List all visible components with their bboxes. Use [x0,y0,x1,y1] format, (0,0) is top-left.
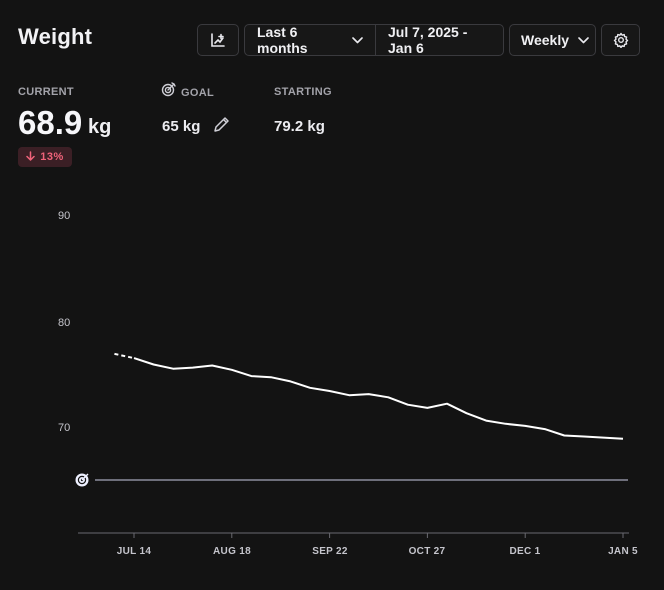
range-label: Last 6 months [257,24,308,56]
starting-label: STARTING [274,86,332,98]
data-point[interactable] [385,394,391,400]
data-point[interactable] [268,374,274,380]
gear-icon [613,32,629,48]
data-point[interactable] [405,402,411,408]
date-range-text: Jul 7, 2025 - Jan 6 [388,24,468,56]
x-tick-label: AUG 18 [213,546,251,557]
data-point[interactable] [542,426,548,432]
add-entry-button[interactable] [197,24,239,56]
y-tick-label: 90 [58,210,71,222]
chart-add-icon [210,32,226,48]
goal-value: 65 kg [162,118,201,135]
data-point[interactable] [151,362,157,368]
pencil-icon[interactable] [213,116,230,138]
target-icon [161,81,177,102]
data-point[interactable] [307,385,313,391]
series-line [133,357,624,440]
interval-dropdown[interactable]: Weekly [509,24,596,56]
data-point[interactable] [561,433,567,439]
data-point[interactable] [366,391,372,397]
data-point[interactable] [111,351,117,357]
data-point[interactable] [444,401,450,407]
data-point[interactable] [522,423,528,429]
data-point[interactable] [464,410,470,416]
series-line-dashed [114,352,135,360]
current-label: CURRENT [18,86,74,98]
interval-label: Weekly [521,32,569,48]
change-value: 13% [40,151,64,163]
goal-target-icon [75,473,89,487]
chevron-down-icon [578,36,589,44]
date-range-selector[interactable]: Last 6 months Jul 7, 2025 - Jan 6 [244,24,504,56]
goal-label: GOAL [181,87,214,99]
y-tick-label: 80 [58,317,71,329]
range-dropdown[interactable]: Last 6 months [245,24,376,56]
data-point[interactable] [209,363,215,369]
x-tick-label: JUL 14 [116,546,152,557]
change-badge: 13% [18,147,72,167]
chevron-down-icon [352,36,363,44]
starting-value: 79.2 kg [274,118,325,135]
data-point[interactable] [503,421,509,427]
data-point[interactable] [131,355,137,361]
y-tick-label: 70 [58,422,71,434]
data-point[interactable] [248,373,254,379]
current-unit: kg [88,116,112,138]
settings-button[interactable] [601,24,640,56]
data-point[interactable] [346,392,352,398]
data-point[interactable] [327,388,333,394]
data-point[interactable] [600,435,606,441]
page-title: Weight [18,24,93,49]
data-point[interactable] [190,365,196,371]
current-value: 68.9 [18,104,83,141]
data-point[interactable] [170,366,176,372]
x-tick-label: JAN 5 [608,546,638,557]
data-point[interactable] [288,378,294,384]
x-tick-label: DEC 1 [509,546,541,557]
data-point[interactable] [229,367,235,373]
data-point[interactable] [483,418,489,424]
date-range-picker[interactable]: Jul 7, 2025 - Jan 6 [376,24,503,56]
data-point[interactable] [424,405,430,411]
x-tick-label: OCT 27 [408,546,446,557]
data-point[interactable] [620,436,626,442]
arrow-down-icon [26,150,35,164]
x-tick-label: SEP 22 [312,546,348,557]
data-point[interactable] [581,434,587,440]
